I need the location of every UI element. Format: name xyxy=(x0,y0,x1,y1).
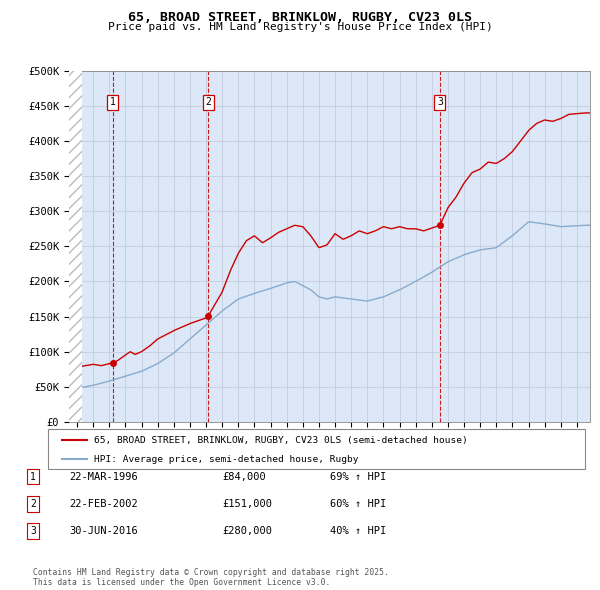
Bar xyxy=(69,71,82,422)
Text: 1: 1 xyxy=(110,97,116,107)
Text: Price paid vs. HM Land Registry's House Price Index (HPI): Price paid vs. HM Land Registry's House … xyxy=(107,22,493,32)
Text: £151,000: £151,000 xyxy=(222,499,272,509)
Text: 2: 2 xyxy=(30,499,36,509)
Text: 65, BROAD STREET, BRINKLOW, RUGBY, CV23 0LS (semi-detached house): 65, BROAD STREET, BRINKLOW, RUGBY, CV23 … xyxy=(94,435,467,445)
Text: 40% ↑ HPI: 40% ↑ HPI xyxy=(330,526,386,536)
Text: 65, BROAD STREET, BRINKLOW, RUGBY, CV23 0LS: 65, BROAD STREET, BRINKLOW, RUGBY, CV23 … xyxy=(128,11,472,24)
Text: 69% ↑ HPI: 69% ↑ HPI xyxy=(330,472,386,481)
Text: 30-JUN-2016: 30-JUN-2016 xyxy=(69,526,138,536)
Text: 60% ↑ HPI: 60% ↑ HPI xyxy=(330,499,386,509)
Text: 3: 3 xyxy=(437,97,443,107)
Text: 3: 3 xyxy=(30,526,36,536)
Text: 2: 2 xyxy=(205,97,211,107)
Text: HPI: Average price, semi-detached house, Rugby: HPI: Average price, semi-detached house,… xyxy=(94,454,358,464)
Text: 22-FEB-2002: 22-FEB-2002 xyxy=(69,499,138,509)
Text: 22-MAR-1996: 22-MAR-1996 xyxy=(69,472,138,481)
Text: 1: 1 xyxy=(30,472,36,481)
Text: £84,000: £84,000 xyxy=(222,472,266,481)
Text: £280,000: £280,000 xyxy=(222,526,272,536)
Text: Contains HM Land Registry data © Crown copyright and database right 2025.
This d: Contains HM Land Registry data © Crown c… xyxy=(33,568,389,587)
